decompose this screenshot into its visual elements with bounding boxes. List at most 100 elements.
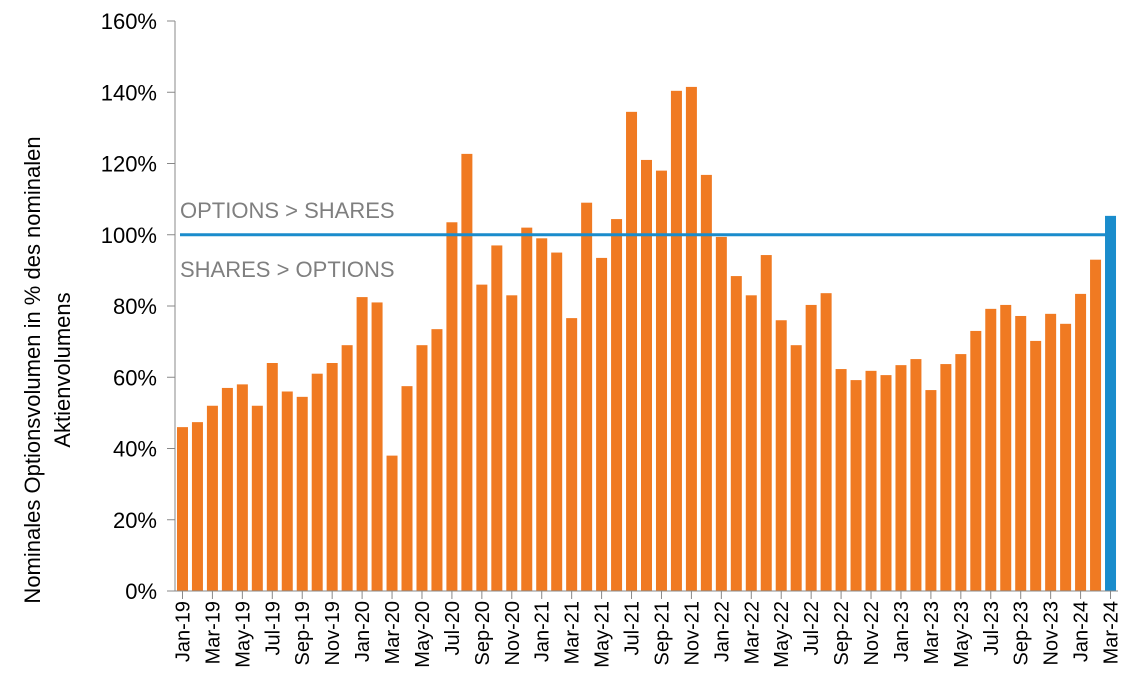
bar xyxy=(386,455,398,591)
x-tick-label: Nov-23 xyxy=(1041,601,1063,665)
bar xyxy=(970,330,982,591)
bar xyxy=(655,170,667,591)
bar xyxy=(206,405,218,591)
bar xyxy=(880,375,892,591)
bar xyxy=(1030,340,1042,591)
x-tick-label: May-21 xyxy=(592,601,614,668)
bar xyxy=(371,302,383,591)
bar xyxy=(670,90,682,591)
bar xyxy=(611,219,623,591)
y-axis-label: Aktienvolumens xyxy=(50,292,75,447)
y-tick-label: 60% xyxy=(113,365,157,390)
x-tick-label: Jul-22 xyxy=(801,601,823,655)
bar xyxy=(641,159,652,591)
bar xyxy=(416,345,428,591)
bar xyxy=(1075,293,1087,591)
bar xyxy=(1000,304,1012,591)
x-tick-label: Jul-21 xyxy=(622,601,644,655)
x-tick-label: Jan-21 xyxy=(532,601,554,662)
x-tick-label: Jan-19 xyxy=(172,601,194,662)
y-tick-label: 0% xyxy=(125,579,157,604)
x-tick-label: Jan-23 xyxy=(891,601,913,662)
bar xyxy=(551,252,563,591)
bar xyxy=(1090,259,1102,591)
bar xyxy=(446,222,458,591)
bar xyxy=(925,390,937,591)
bar xyxy=(760,255,772,591)
y-tick-label: 140% xyxy=(101,80,157,105)
bar xyxy=(835,369,847,591)
bar xyxy=(895,365,907,591)
bar xyxy=(1060,323,1072,591)
bar xyxy=(730,276,742,591)
x-tick-label: Sep-22 xyxy=(831,601,853,666)
bar xyxy=(685,86,697,591)
bar xyxy=(1105,215,1117,591)
x-tick-label: Mar-21 xyxy=(562,601,584,664)
x-tick-label: Mar-20 xyxy=(382,601,404,664)
bar xyxy=(281,391,293,591)
x-tick-label: Jul-19 xyxy=(262,601,284,655)
y-tick-label: 80% xyxy=(113,294,157,319)
bar xyxy=(461,153,473,591)
bar xyxy=(790,345,802,591)
bar xyxy=(506,295,518,591)
bar xyxy=(566,318,578,591)
x-tick-label: Jul-20 xyxy=(442,601,464,655)
x-tick-label: May-20 xyxy=(412,601,434,668)
bar xyxy=(1045,313,1057,591)
x-tick-label: Sep-21 xyxy=(651,601,673,666)
bar xyxy=(251,405,263,591)
bar xyxy=(191,422,203,591)
y-tick-label: 160% xyxy=(101,9,157,34)
bar xyxy=(311,373,323,591)
annotation: OPTIONS > SHARES xyxy=(180,198,395,223)
bar xyxy=(745,295,757,591)
x-tick-label: Nov-21 xyxy=(681,601,703,665)
bar xyxy=(1015,315,1027,591)
x-tick-label: Nov-22 xyxy=(861,601,883,665)
annotation: SHARES > OPTIONS xyxy=(180,257,395,282)
x-tick-label: Mar-24 xyxy=(1101,601,1123,664)
bar xyxy=(521,227,533,591)
x-tick-label: Jul-23 xyxy=(981,601,1003,655)
bar xyxy=(221,387,233,591)
bar xyxy=(431,329,443,591)
bar xyxy=(985,308,997,591)
y-tick-label: 100% xyxy=(101,223,157,248)
bar xyxy=(805,304,817,591)
bar xyxy=(715,236,727,591)
bar xyxy=(236,384,248,591)
bar xyxy=(581,202,593,591)
bar xyxy=(626,111,638,591)
bar xyxy=(850,380,862,591)
x-tick-label: Sep-19 xyxy=(292,601,314,666)
x-tick-label: Jan-20 xyxy=(352,601,374,662)
x-tick-label: May-19 xyxy=(232,601,254,668)
x-tick-label: Mar-22 xyxy=(741,601,763,664)
bar xyxy=(775,320,787,591)
y-axis-label: Nominales Optionsvolumen in % des nomina… xyxy=(20,136,45,603)
bar xyxy=(910,359,922,591)
bar xyxy=(865,370,877,591)
bar xyxy=(700,174,712,591)
y-tick-label: 40% xyxy=(113,437,157,462)
bar xyxy=(176,427,188,591)
x-tick-label: May-22 xyxy=(771,601,793,668)
bar xyxy=(596,257,608,591)
bar xyxy=(820,293,832,591)
x-tick-label: Mar-23 xyxy=(921,601,943,664)
y-tick-label: 120% xyxy=(101,152,157,177)
bar xyxy=(491,245,503,591)
bar xyxy=(266,363,278,591)
x-tick-label: Mar-19 xyxy=(202,601,224,664)
bar xyxy=(955,354,967,591)
x-tick-label: Sep-20 xyxy=(472,601,494,666)
x-tick-label: Sep-23 xyxy=(1011,601,1033,666)
bar xyxy=(536,238,548,591)
bar xyxy=(326,363,338,591)
bar xyxy=(296,396,308,591)
x-tick-label: May-23 xyxy=(951,601,973,668)
y-tick-label: 20% xyxy=(113,508,157,533)
